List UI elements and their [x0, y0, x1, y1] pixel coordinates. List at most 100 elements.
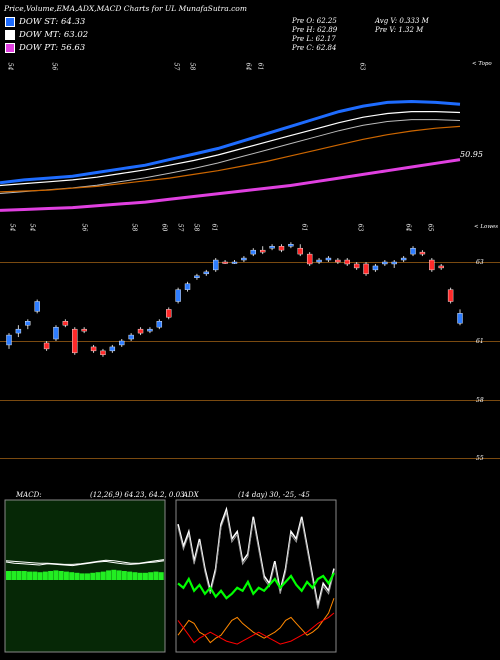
price-panel [6, 242, 463, 357]
legend-swatch-white [5, 30, 15, 40]
candle-body [222, 261, 228, 264]
macd-histogram-bar [69, 572, 75, 580]
candle-body [81, 328, 87, 332]
macd-histogram-bar [85, 573, 90, 580]
candle-body [250, 249, 256, 255]
macd-histogram-bar [58, 571, 64, 580]
macd-histogram-bar [16, 571, 22, 580]
macd-histogram-bar [37, 572, 43, 580]
price-corner-label: < Lowes [474, 224, 499, 230]
macd-histogram-bar [137, 572, 143, 580]
candle-body [72, 328, 78, 354]
candle-body [62, 321, 69, 326]
candle-body [457, 313, 463, 324]
macd-histogram-bar [106, 570, 112, 580]
stat-avg-vol: Avg V: 0.333 M [375, 17, 429, 25]
macd-histogram-bar [95, 572, 101, 580]
macd-histogram-bar [132, 572, 138, 580]
macd-line [5, 559, 165, 565]
price-axis-label: 63 [476, 259, 484, 266]
macd-histogram-bar [79, 573, 85, 580]
price-axis-label: 58 [476, 397, 484, 404]
candle-body [203, 271, 210, 275]
macd-histogram-bar [6, 571, 11, 580]
candle-body [15, 328, 22, 334]
macd-histogram-bar [111, 569, 117, 580]
adx-line [177, 572, 335, 600]
candle-body [400, 257, 407, 261]
macd-histogram-bar [53, 570, 59, 580]
price-gridline [0, 400, 500, 401]
candle-body [297, 247, 303, 255]
adx-line [177, 612, 335, 645]
ema-line [0, 119, 461, 194]
stat-pre-vol: Pre V: 1.32 M [375, 26, 424, 34]
chart-title: Price,Volume,EMA,ADX,MACD Charts for UL … [4, 4, 247, 13]
candle-body [353, 263, 360, 269]
candle-body [438, 265, 444, 269]
price-axis-label: 61 [476, 338, 484, 345]
stat-low: Pre L: 62.17 [292, 35, 336, 43]
candle-body [288, 244, 294, 247]
macd-histogram-bar [142, 572, 148, 580]
candle-body [316, 259, 322, 263]
stat-close: Pre C: 62.84 [292, 44, 337, 52]
candle-body [25, 321, 31, 326]
ema-panel [0, 99, 461, 212]
adx-params: (14 day) 30, -25, -45 [238, 491, 310, 499]
candle-body [372, 265, 379, 271]
candle-body [344, 259, 350, 265]
candle-body [382, 261, 388, 265]
legend-dow-st-label: DOW ST: 64.33 [19, 17, 86, 27]
macd-panel [5, 559, 165, 580]
price-gridline [0, 341, 500, 342]
candle-body [231, 261, 238, 264]
macd-histogram-bar [158, 572, 164, 580]
candle-body [447, 289, 454, 302]
legend-dow-mt-label: DOW MT: 63.02 [19, 30, 89, 40]
price-axis-label: 55 [476, 455, 484, 462]
macd-histogram-bar [90, 572, 96, 580]
candle-body [419, 251, 426, 255]
macd-histogram-bar [74, 572, 80, 580]
ema-line [0, 125, 461, 193]
macd-histogram-bar [63, 571, 69, 580]
legend-dow-pt-label: DOW PT: 56.63 [19, 43, 86, 53]
adx-panel [177, 506, 335, 645]
adx-label: ADX [183, 491, 199, 499]
adx-line [177, 506, 335, 606]
candle-body [119, 340, 125, 346]
candle-body [175, 289, 181, 302]
adx-line [177, 510, 335, 609]
macd-histogram-bar [27, 571, 33, 580]
candle-body [156, 321, 163, 328]
candle-body [43, 342, 50, 350]
ema-corner-label: < Topo [472, 61, 492, 67]
legend-dow-st: DOW ST: 64.33 [5, 17, 85, 27]
stat-high: Pre H: 62.89 [292, 26, 338, 34]
ema-last-value: 50.95 [460, 150, 483, 159]
candle-body [429, 259, 435, 271]
legend-dow-pt: DOW PT: 56.63 [5, 43, 85, 53]
macd-histogram-bar [148, 572, 154, 580]
macd-histogram-bar [153, 571, 159, 580]
legend-dow-mt: DOW MT: 63.02 [5, 30, 88, 40]
macd-histogram-bar [127, 571, 133, 580]
candle-body [6, 334, 12, 346]
candle-body [306, 253, 313, 265]
price-gridline [0, 458, 500, 459]
candle-body [335, 259, 341, 263]
candle-body [194, 275, 200, 279]
stat-open: Pre O: 62.25 [292, 17, 337, 25]
candle-body [147, 328, 153, 332]
macd-histogram-bar [21, 571, 27, 580]
candle-body [269, 245, 275, 249]
macd-histogram-bar [100, 571, 106, 580]
macd-histogram-bar [121, 571, 127, 580]
ema-line [0, 110, 461, 187]
macd-histogram-bar [48, 571, 54, 580]
candle-body [34, 301, 40, 312]
candle-body [90, 346, 97, 352]
candle-body [128, 334, 134, 340]
